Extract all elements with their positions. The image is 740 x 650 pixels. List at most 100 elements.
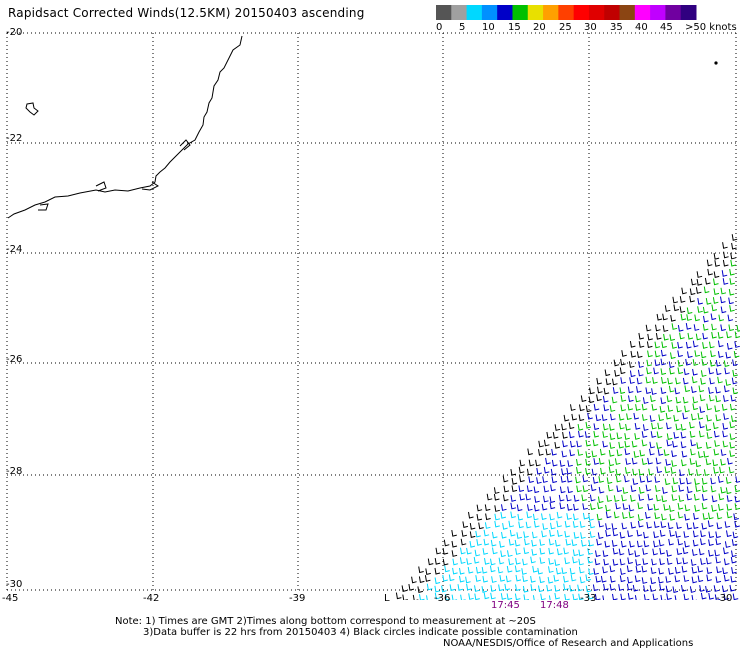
wind-barb [518, 466, 525, 474]
wind-barb [546, 431, 553, 439]
wind-barb [677, 538, 684, 546]
wind-barb [646, 521, 652, 529]
wind-barb [490, 558, 496, 566]
wind-barb [658, 567, 664, 575]
wind-barb [602, 595, 608, 600]
wind-barb [619, 558, 626, 566]
wind-barb [682, 377, 689, 385]
wind-barb [627, 557, 633, 565]
wind-barb [705, 585, 711, 593]
wind-barb [711, 323, 717, 331]
wind-barb [659, 530, 666, 537]
wind-barb [434, 585, 441, 593]
wind-barb [712, 297, 719, 304]
wind-barb [627, 548, 634, 556]
wind-barb [484, 504, 491, 512]
wind-barb [593, 430, 600, 438]
wind-barb [567, 486, 573, 494]
wind-barb [673, 414, 679, 422]
wind-barb [650, 577, 656, 585]
wind-barb [615, 475, 622, 483]
coastline [7, 35, 243, 219]
wind-barb [466, 547, 472, 555]
wind-barb [588, 514, 594, 521]
wind-barb [656, 313, 663, 321]
wind-barb [511, 485, 518, 493]
wind-barb [551, 476, 558, 484]
wind-barb [607, 484, 614, 492]
wind-barb [452, 567, 458, 575]
wind-barb [572, 521, 579, 528]
wind-barb [690, 278, 697, 286]
wind-barb [545, 448, 552, 456]
wind-barb [675, 377, 681, 385]
wind-barb [576, 467, 582, 474]
wind-barb [673, 304, 680, 312]
wind-barb [723, 547, 729, 555]
wind-barb [660, 358, 667, 366]
wind-barb [657, 422, 663, 430]
lon-label-39: -39 [289, 593, 306, 604]
wind-barb [691, 576, 698, 584]
wind-barb [691, 386, 697, 394]
wind-barb [659, 547, 665, 555]
wind-barb [681, 450, 688, 458]
wind-barb [501, 504, 507, 511]
wind-barb [587, 412, 593, 420]
wind-barb [602, 423, 609, 431]
wind-barb [629, 540, 635, 548]
wind-barb [510, 495, 517, 502]
wind-barb [419, 594, 425, 600]
wind-barb [597, 496, 604, 504]
wind-barb [490, 592, 496, 600]
wind-barb [714, 440, 720, 447]
wind-barb [621, 494, 627, 502]
wind-barb [710, 485, 717, 493]
wind-barb [660, 349, 667, 357]
wind-barb [541, 503, 548, 511]
wind-barb [597, 532, 604, 540]
wind-barb [639, 449, 646, 457]
wind-barb [620, 568, 626, 575]
wind-barb [670, 315, 676, 322]
wind-barb [715, 414, 722, 422]
wind-barb [601, 414, 608, 422]
wind-barb [732, 387, 739, 395]
wind-barb [684, 385, 691, 393]
wind-barb [714, 405, 720, 413]
wind-barb [604, 369, 611, 377]
wind-barb [612, 547, 619, 555]
wind-barb [634, 433, 640, 440]
wind-barb [613, 511, 620, 519]
wind-barb [699, 406, 706, 414]
wind-barb [627, 530, 633, 538]
wind-barb [725, 351, 732, 359]
wind-barb [578, 566, 585, 574]
wind-barb [510, 469, 517, 476]
wind-barb [483, 538, 490, 546]
wind-barb [666, 550, 672, 557]
wind-barb [612, 387, 619, 394]
wind-barb [707, 520, 714, 528]
wind-barb [395, 592, 402, 600]
wind-barb [597, 386, 603, 394]
wind-barb [569, 449, 575, 457]
lat-label-26: -26 [6, 354, 23, 365]
wind-barb [689, 288, 696, 296]
wind-barb [611, 540, 618, 547]
wind-barb [516, 532, 523, 539]
wind-barb [734, 520, 740, 528]
wind-barb [686, 486, 693, 494]
wind-barb [689, 421, 695, 429]
wind-barb [676, 557, 682, 565]
wind-barb [460, 547, 466, 555]
wind-barb [634, 575, 641, 583]
wind-barb [726, 343, 733, 350]
wind-barb [579, 404, 585, 412]
wind-barb [530, 576, 536, 583]
wind-barb [654, 350, 661, 358]
wind-barb [597, 502, 603, 510]
wind-barb [576, 440, 582, 448]
wind-barb [568, 422, 575, 430]
wind-barb [637, 514, 644, 521]
